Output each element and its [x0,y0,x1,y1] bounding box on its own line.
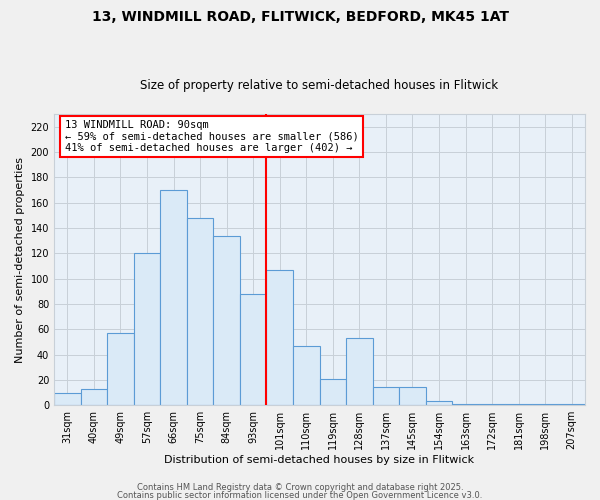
Bar [160,190,187,405]
Bar [559,404,585,405]
Bar [293,346,320,405]
Text: 13 WINDMILL ROAD: 90sqm
← 59% of semi-detached houses are smaller (586)
41% of s: 13 WINDMILL ROAD: 90sqm ← 59% of semi-de… [65,120,358,153]
Y-axis label: Number of semi-detached properties: Number of semi-detached properties [15,156,25,362]
Bar [532,404,559,405]
Bar [240,294,266,405]
Text: 13, WINDMILL ROAD, FLITWICK, BEDFORD, MK45 1AT: 13, WINDMILL ROAD, FLITWICK, BEDFORD, MK… [91,10,509,24]
Text: Contains HM Land Registry data © Crown copyright and database right 2025.: Contains HM Land Registry data © Crown c… [137,484,463,492]
Bar [399,388,426,405]
Bar [320,378,346,405]
Bar [346,338,373,405]
Bar [187,218,214,405]
Bar [107,333,134,405]
Bar [426,402,452,405]
Bar [373,388,399,405]
Bar [505,404,532,405]
Bar [266,270,293,405]
Bar [214,236,240,405]
Bar [80,388,107,405]
Text: Contains public sector information licensed under the Open Government Licence v3: Contains public sector information licen… [118,490,482,500]
X-axis label: Distribution of semi-detached houses by size in Flitwick: Distribution of semi-detached houses by … [164,455,475,465]
Bar [54,392,80,405]
Bar [134,254,160,405]
Title: Size of property relative to semi-detached houses in Flitwick: Size of property relative to semi-detach… [140,79,499,92]
Bar [479,404,505,405]
Bar [452,404,479,405]
